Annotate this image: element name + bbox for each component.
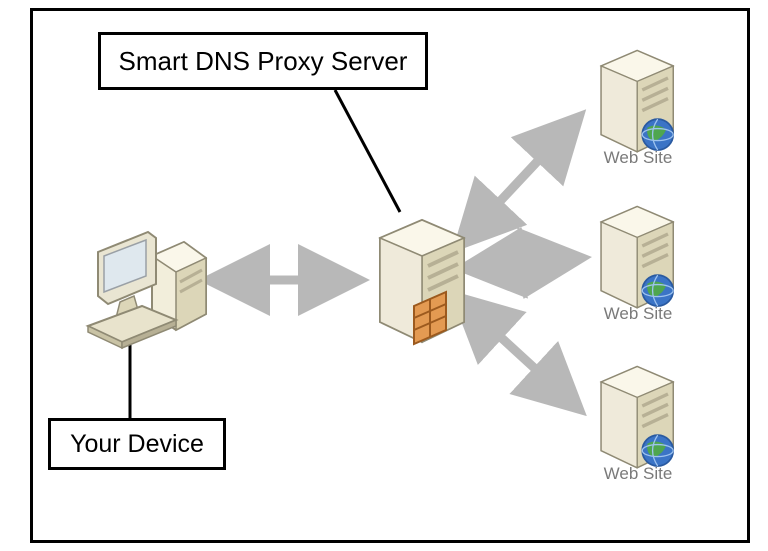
web2-caption-text: Web Site [604, 304, 673, 323]
globe-icon [642, 435, 673, 466]
web3-caption-text: Web Site [604, 464, 673, 483]
client-computer-icon [80, 218, 220, 363]
web-server-2-caption: Web Site [588, 304, 688, 324]
title-label: Smart DNS Proxy Server [98, 32, 428, 90]
globe-icon [642, 275, 673, 306]
web1-caption-text: Web Site [604, 148, 673, 167]
proxy-server-icon [368, 210, 478, 355]
web-server-1-caption: Web Site [588, 148, 688, 168]
diagram-stage: Smart DNS Proxy Server Your Device [0, 0, 768, 551]
globe-icon [642, 119, 673, 150]
your-device-label: Your Device [48, 418, 226, 470]
web-server-3-caption: Web Site [588, 464, 688, 484]
your-device-text: Your Device [70, 430, 204, 459]
title-text: Smart DNS Proxy Server [119, 46, 408, 77]
